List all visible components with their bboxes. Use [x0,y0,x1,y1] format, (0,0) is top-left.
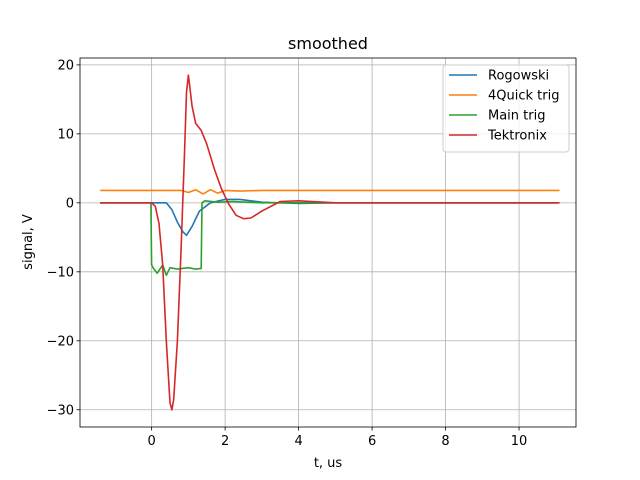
y-tick-label: 20 [57,58,74,73]
y-tick-label: −20 [47,334,74,349]
series-line-tektronix [100,74,560,411]
legend-label-4quick-trig: 4Quick trig [488,89,559,104]
x-tick-label: 4 [294,434,302,449]
x-tick-label: 2 [221,434,229,449]
legend-label-tektronix: Tektronix [487,129,547,144]
legend-label-rogowski: Rogowski [488,69,549,84]
x-axis-label: t, us [314,456,343,471]
axis-ticks: 0 2 4 6 8 10 −30 −20 −10 0 10 20 [47,58,528,449]
x-tick-label: 6 [368,434,376,449]
legend-label-main-trig: Main trig [488,109,545,124]
legend: Rogowski 4Quick trig Main trig Tektronix [442,64,570,153]
plot-area [100,74,560,411]
chart-title: smoothed [288,34,368,53]
y-axis-label: signal, V [21,214,36,270]
y-tick-label: 0 [66,196,74,211]
axes-frame [79,57,577,428]
x-tick-label: 8 [441,434,449,449]
x-tick-label: 0 [148,434,156,449]
series-line-4quick-trig [100,188,560,195]
y-tick-label: 10 [57,127,74,142]
y-tick-label: −30 [47,403,74,418]
y-tick-label: −10 [47,265,74,280]
x-tick-label: 10 [511,434,528,449]
legend-box [442,64,570,153]
